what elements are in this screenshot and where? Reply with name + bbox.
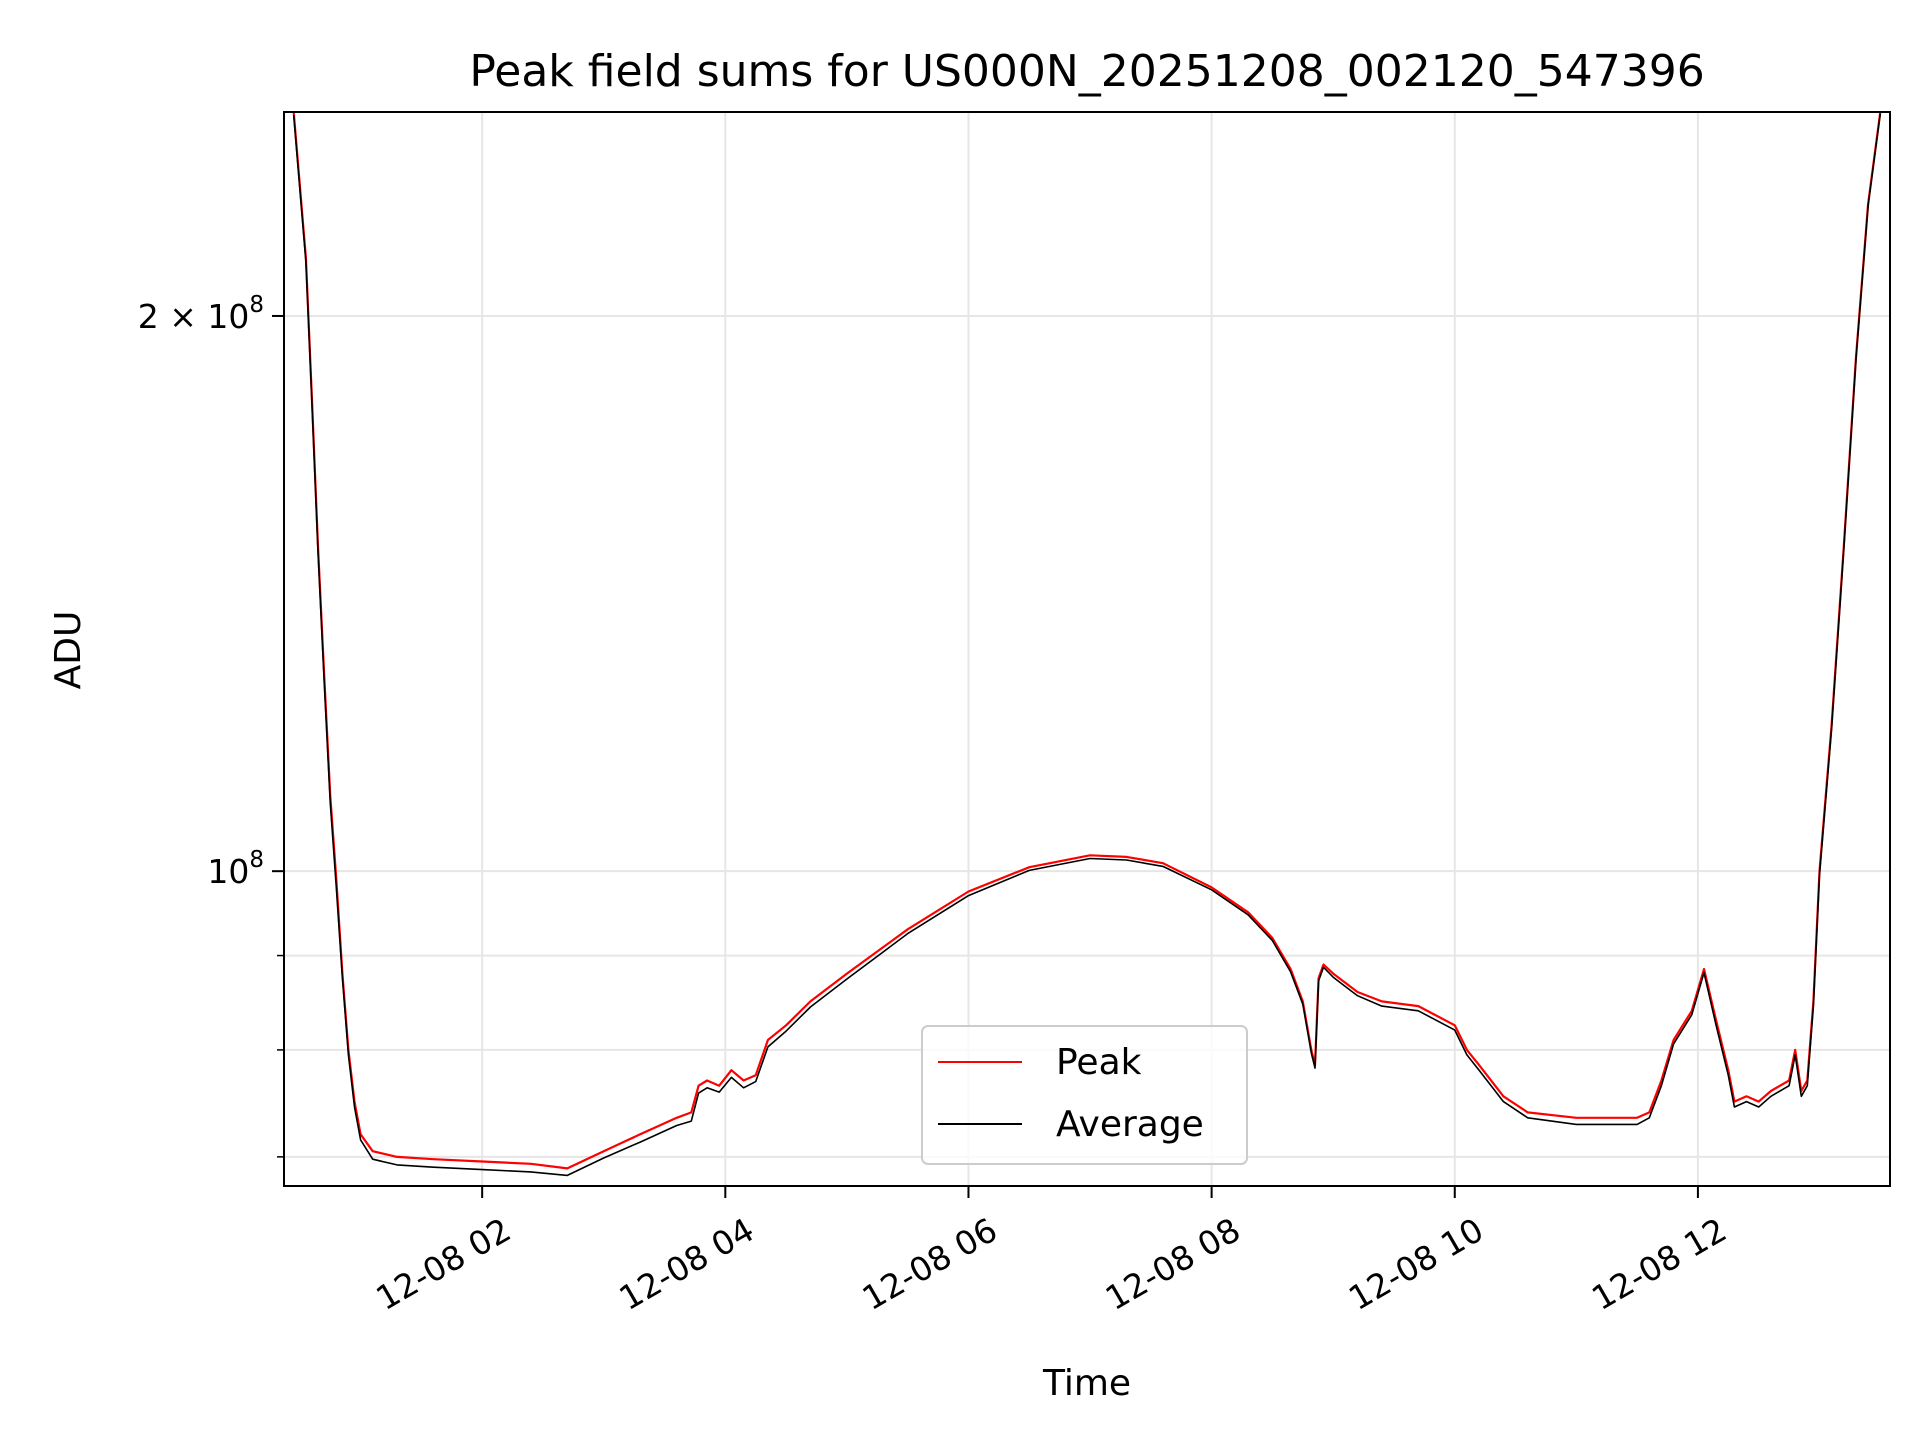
y-tick-label-exponent: 8 — [249, 847, 264, 873]
plot-frame — [283, 111, 1891, 1187]
plot-area — [284, 112, 1890, 1186]
chart-title: Peak field sums for US000N_20251208_0021… — [469, 46, 1704, 97]
legend-label-average: Average — [1056, 1104, 1204, 1145]
y-tick-label-base: 10 — [207, 852, 249, 891]
y-tick-label-base: 2 × 10 — [138, 297, 250, 336]
legend: Peak Average — [921, 1025, 1248, 1165]
legend-label-peak: Peak — [1056, 1042, 1142, 1083]
y-tick-label-exponent: 8 — [249, 292, 264, 318]
series-line-peak — [292, 112, 1882, 1170]
legend-box — [921, 1025, 1248, 1165]
grid — [284, 112, 1890, 1186]
x-axis-label: Time — [1042, 1363, 1131, 1404]
y-tick-label: 2 × 108 — [138, 292, 264, 336]
series-line-average — [292, 113, 1882, 1177]
series-lines — [292, 112, 1882, 1177]
y-tick-label: 108 — [207, 847, 264, 891]
y-axis-label: ADU — [48, 611, 89, 690]
